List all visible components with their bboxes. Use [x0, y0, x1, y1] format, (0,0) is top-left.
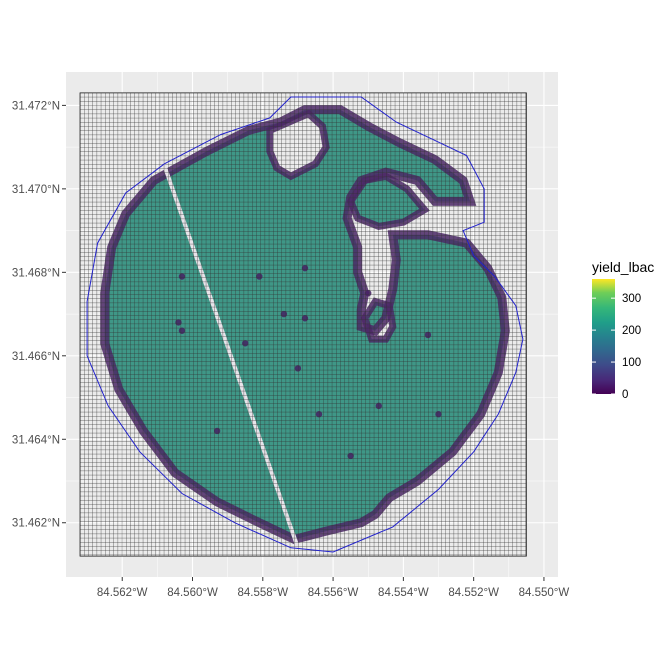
- legend-tick-label: 300: [622, 293, 641, 305]
- analysis-grid-layer: [79, 92, 527, 557]
- field-tramline: [158, 154, 300, 549]
- low-yield-spot: [178, 327, 186, 334]
- x-tick-label: 84.554°W: [378, 587, 429, 599]
- low-yield-spot: [365, 289, 372, 297]
- low-yield-spot: [242, 340, 249, 347]
- legend-colorbar: [592, 279, 615, 394]
- y-tick-label: 31.466°N: [12, 351, 60, 363]
- legend-ticks: 300 200 100 0: [592, 293, 641, 401]
- low-yield-spot: [178, 273, 186, 280]
- low-yield-spot: [256, 273, 263, 280]
- legend-tick-label: 200: [622, 325, 641, 337]
- y-axis: 31.462°N 31.464°N 31.466°N 31.468°N 31.470°N…: [12, 100, 66, 530]
- legend-tick-label: 100: [622, 357, 641, 369]
- legend-tick-label: 0: [622, 389, 628, 401]
- field-yield-area: [104, 109, 506, 540]
- legend-title: yield_lbac: [592, 259, 654, 275]
- x-tick-label: 84.556°W: [308, 587, 359, 599]
- x-axis: 84.562°W 84.560°W 84.558°W 84.556°W 84.554°W…: [97, 577, 569, 599]
- low-yield-spot: [424, 331, 432, 339]
- x-tick-label: 84.558°W: [237, 587, 288, 599]
- analysis-grid-border: [79, 92, 527, 557]
- low-yield-spot: [301, 264, 309, 272]
- y-tick-label: 31.472°N: [12, 100, 60, 112]
- y-tick-label: 31.468°N: [12, 267, 60, 279]
- field-low-yield-inner-edge: [346, 172, 430, 231]
- y-tick-label: 31.464°N: [12, 434, 60, 446]
- field-low-yield-inner-edge: [360, 297, 397, 343]
- x-tick-label: 84.560°W: [167, 587, 218, 599]
- field-boundary-line: [86, 96, 524, 553]
- low-yield-spot: [315, 411, 323, 418]
- field-boundary-layer: [86, 96, 524, 553]
- y-tick-label: 31.462°N: [12, 518, 60, 530]
- x-tick-label: 84.550°W: [519, 587, 570, 599]
- x-tick-label: 84.562°W: [97, 587, 148, 599]
- x-tick-label: 84.552°W: [448, 587, 499, 599]
- y-tick-label: 31.470°N: [12, 184, 60, 196]
- legend: yield_lbac 300 200 100 0: [592, 259, 654, 401]
- low-yield-spot: [375, 402, 382, 410]
